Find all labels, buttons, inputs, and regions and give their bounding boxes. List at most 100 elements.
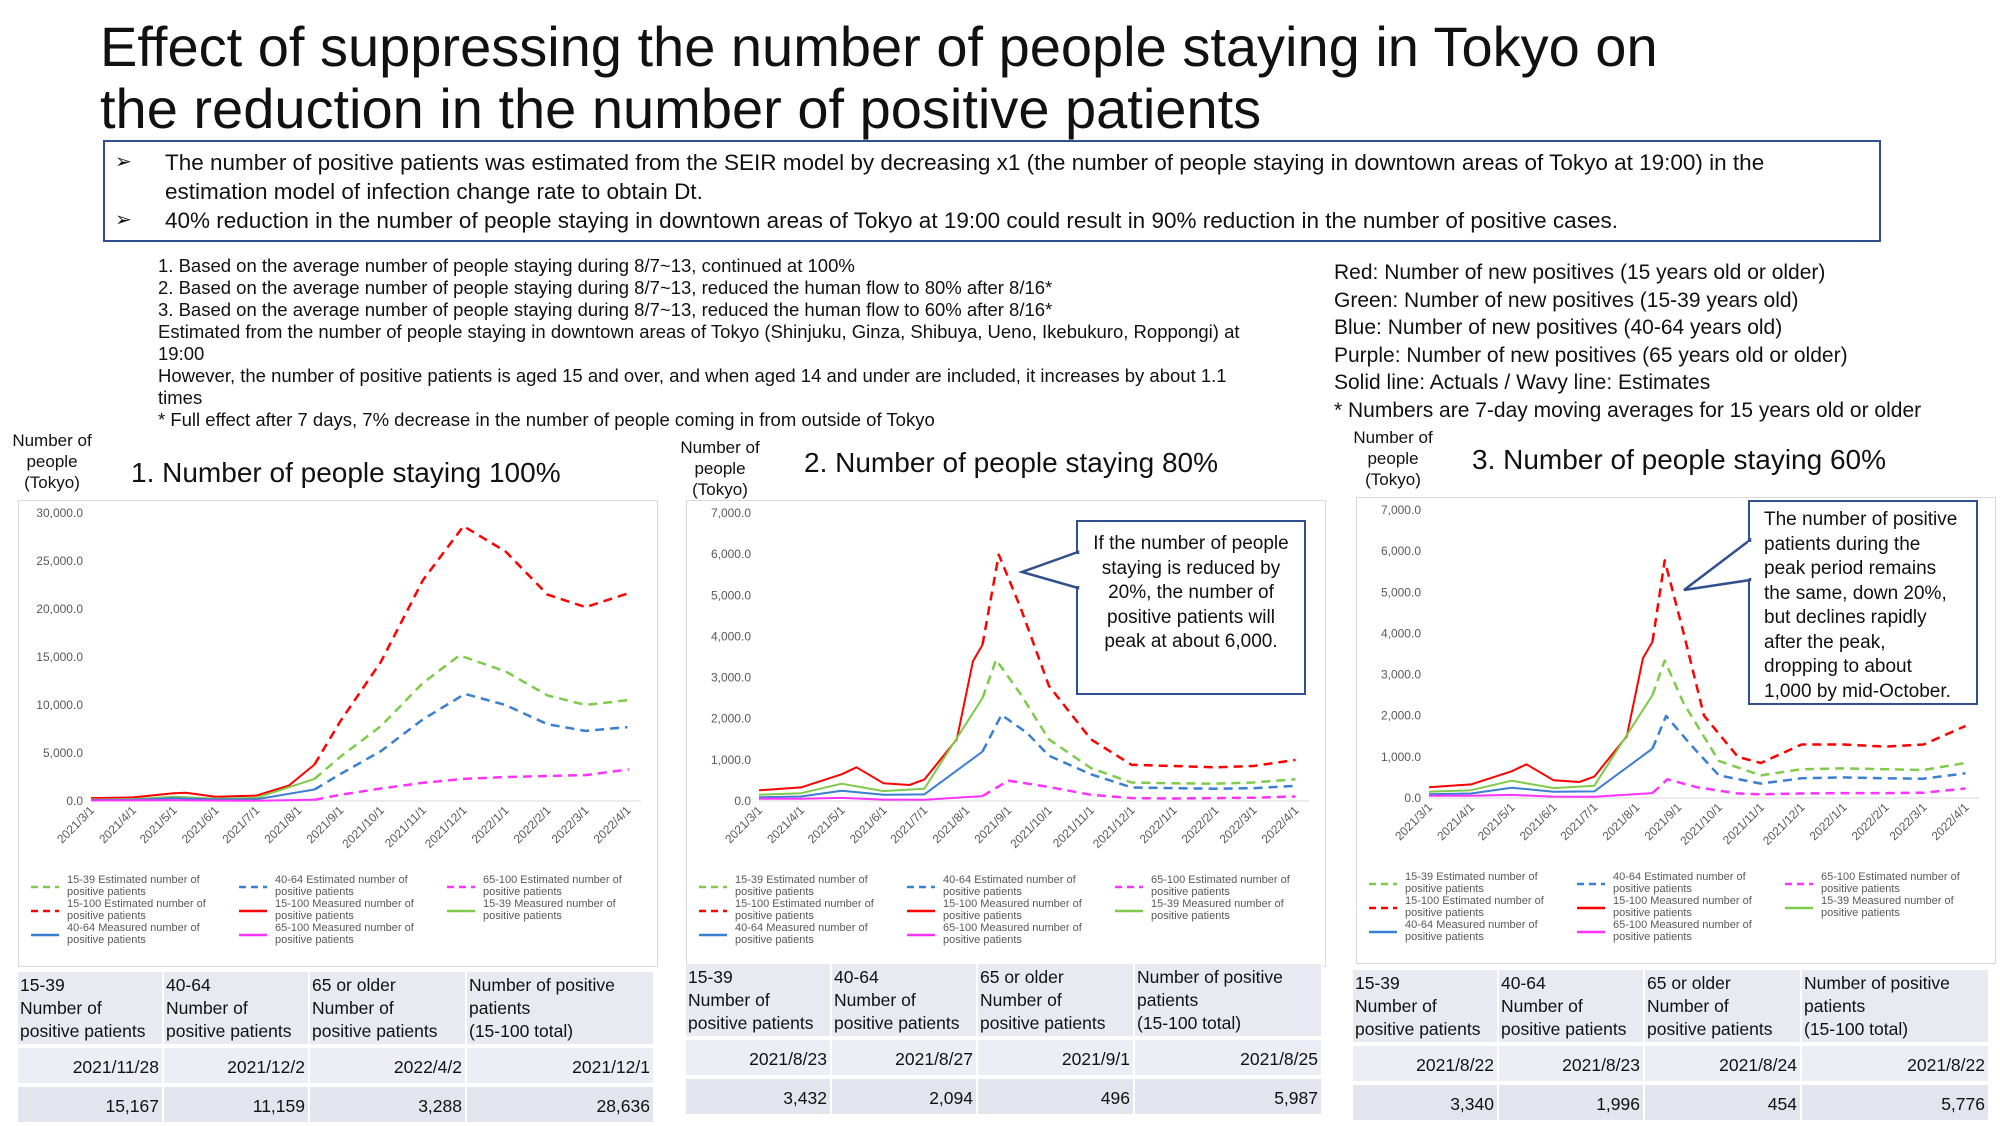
table-header-cell: 65 or older Number of positive patients — [1645, 970, 1802, 1042]
callout-pointer — [1683, 537, 1752, 592]
legend-label-line: positive patients — [483, 910, 562, 922]
y-tick-label: 0.0 — [1404, 791, 1421, 805]
y-axis-label-line: (Tokyo) — [1365, 470, 1421, 489]
table-header-line: Number of positive — [469, 975, 615, 995]
x-tick-label: 2021/7/1 — [1557, 800, 1600, 843]
table-header-line: Number of — [1355, 996, 1437, 1016]
table-row: 3,340 1,996 454 5,776 — [1353, 1081, 1990, 1120]
table-header-line: (15-100 total) — [1137, 1013, 1242, 1033]
table-header-cell: Number of positive patients (15-100 total) — [1802, 970, 1990, 1042]
legend-note-line: Green: Number of new positives (15-39 ye… — [1334, 288, 1799, 312]
y-tick-label: 5,000.0 — [43, 746, 83, 760]
series-line — [1428, 641, 1654, 789]
note-line: 2. Based on the average number of people… — [158, 277, 1053, 298]
table-row: 2021/8/22 2021/8/23 2021/8/24 2021/8/22 — [1353, 1042, 1990, 1081]
legend-label: 40-64 Measured number of positive patient… — [1405, 919, 1539, 943]
table-header-cell: 65 or older Number of positive patients — [310, 972, 467, 1044]
color-legend-notes: Red: Number of new positives (15 years o… — [1334, 259, 1994, 424]
legend-label: 15-100 Measured number of positive patien… — [943, 898, 1083, 922]
legend-label: 15-100 Measured number of positive patien… — [275, 898, 415, 922]
legend-label-line: 65-100 Estimated number of — [1151, 874, 1291, 886]
table-header-line: positive patients — [1647, 1019, 1773, 1039]
legend-label: 15-100 Estimated number of positive patie… — [735, 898, 875, 922]
table-header-cell: 15-39 Number of positive patients — [18, 972, 164, 1044]
legend-label-line: positive patients — [735, 910, 814, 922]
note-line: 3. Based on the average number of people… — [158, 299, 1053, 320]
legend-note-line: Purple: Number of new positives (65 year… — [1334, 343, 1848, 367]
y-tick-label: 2,000.0 — [711, 712, 751, 726]
series-line — [758, 750, 984, 799]
peak-table-1: 15-39 Number of positive patients 40-64 Numb… — [18, 972, 655, 1122]
x-tick-label: 2021/12/1 — [1090, 803, 1138, 851]
legend-label-line: 15-100 Measured number of — [275, 898, 415, 910]
legend-label-line: 65-100 Measured number of — [275, 922, 415, 934]
y-tick-label: 1,000.0 — [1381, 750, 1421, 764]
x-tick-label: 2021/10/1 — [1677, 800, 1725, 848]
series-line — [1651, 559, 1967, 765]
series-line — [981, 713, 1296, 790]
legend-label: 15-39 Estimated number of positive patien… — [67, 874, 201, 898]
note-line: 1. Based on the average number of people… — [158, 255, 855, 276]
table-header-line: Number of — [166, 998, 248, 1018]
series-line — [758, 644, 984, 792]
table-cell: 5,987 — [1135, 1075, 1323, 1114]
table-header-line: 40-64 — [166, 975, 211, 995]
note-line: However, the number of positive patients… — [158, 365, 1227, 408]
legend-label-line: 40-64 Measured number of — [735, 922, 869, 934]
legend-label-line: 15-100 Estimated number of — [1405, 895, 1545, 907]
table-cell: 454 — [1645, 1081, 1802, 1120]
x-tick-label: 2021/8/1 — [1599, 800, 1642, 843]
table-header-line: 65 or older — [312, 975, 396, 995]
legend-label-line: 15-100 Measured number of — [943, 898, 1083, 910]
series-line — [313, 524, 628, 766]
y-tick-label: 20,000.0 — [36, 602, 83, 616]
table-cell: 2021/8/23 — [686, 1036, 832, 1075]
table-header-line: Number of — [688, 990, 770, 1010]
table-header-cell: Number of positive patients (15-100 total) — [1135, 964, 1323, 1036]
table-cell: 2022/4/2 — [310, 1044, 467, 1083]
series-line — [981, 658, 1296, 785]
callout-box: The number of positive patients during t… — [1748, 500, 1978, 705]
table-header-line: (15-100 total) — [469, 1021, 574, 1041]
y-tick-label: 1,000.0 — [711, 753, 751, 767]
legend-label: 65-100 Estimated number of positive patie… — [1151, 874, 1291, 898]
series-line — [758, 697, 984, 796]
table-header-row: 15-39 Number of positive patients 40-64 Numb… — [18, 972, 655, 1044]
summary-text: 40% reduction in the number of people st… — [165, 208, 1618, 233]
series-line — [313, 692, 628, 791]
legend-label: 40-64 Estimated number of positive patien… — [275, 874, 409, 898]
x-tick-label: 2021/11/1 — [1720, 800, 1767, 847]
legend-label-line: positive patients — [1821, 883, 1900, 895]
legend-label-line: 40-64 Measured number of — [1405, 919, 1539, 931]
legend-label-line: positive patients — [1613, 931, 1692, 943]
y-axis-label: Number of people (Tokyo) — [1338, 427, 1448, 490]
table-header-line: positive patients — [166, 1021, 292, 1041]
legend-label-line: 15-39 Measured number of — [483, 898, 617, 910]
legend-label-line: 40-64 Estimated number of — [275, 874, 409, 886]
table-header-line: Number of — [20, 998, 102, 1018]
y-tick-label: 3,000.0 — [1381, 668, 1421, 682]
legend-label-line: 15-39 Measured number of — [1821, 895, 1955, 907]
legend-label-line: positive patients — [275, 886, 354, 898]
x-tick-label: 2021/8/1 — [261, 803, 304, 846]
x-tick-label: 2022/1/1 — [1137, 803, 1180, 846]
legend-label-line: positive patients — [275, 934, 354, 946]
legend-label: 65-100 Estimated number of positive patie… — [1821, 871, 1961, 895]
x-tick-label: 2022/4/1 — [591, 803, 634, 846]
legend-label-line: 15-39 Estimated number of — [735, 874, 869, 886]
series-line — [90, 777, 315, 801]
table-header-line: positive patients — [1501, 1019, 1627, 1039]
summary-bullet: ➢ 40% reduction in the number of people … — [115, 206, 1865, 235]
peak-table-2: 15-39 Number of positive patients 40-64 Numb… — [686, 964, 1323, 1114]
chart-1-svg: 0.0 5,000.0 10,000.0 15,000.0 20,000.0 25,000… — [31, 506, 641, 946]
table-header-line: 15-39 — [1355, 973, 1400, 993]
y-tick-label: 4,000.0 — [711, 629, 751, 643]
table-cell: 2021/12/2 — [164, 1044, 310, 1083]
legend-label: 15-39 Estimated number of positive patien… — [735, 874, 869, 898]
table-cell: 496 — [978, 1075, 1135, 1114]
y-tick-label: 15,000.0 — [36, 650, 83, 664]
x-tick-label: 2021/6/1 — [179, 803, 222, 846]
chart-3-svg: 0.0 1,000.0 2,000.0 3,000.0 4,000.0 5,000.0 6,… — [1369, 503, 1979, 943]
table-header-cell: Number of positive patients (15-100 total) — [467, 972, 655, 1044]
legend-label-line: 15-100 Estimated number of — [735, 898, 875, 910]
